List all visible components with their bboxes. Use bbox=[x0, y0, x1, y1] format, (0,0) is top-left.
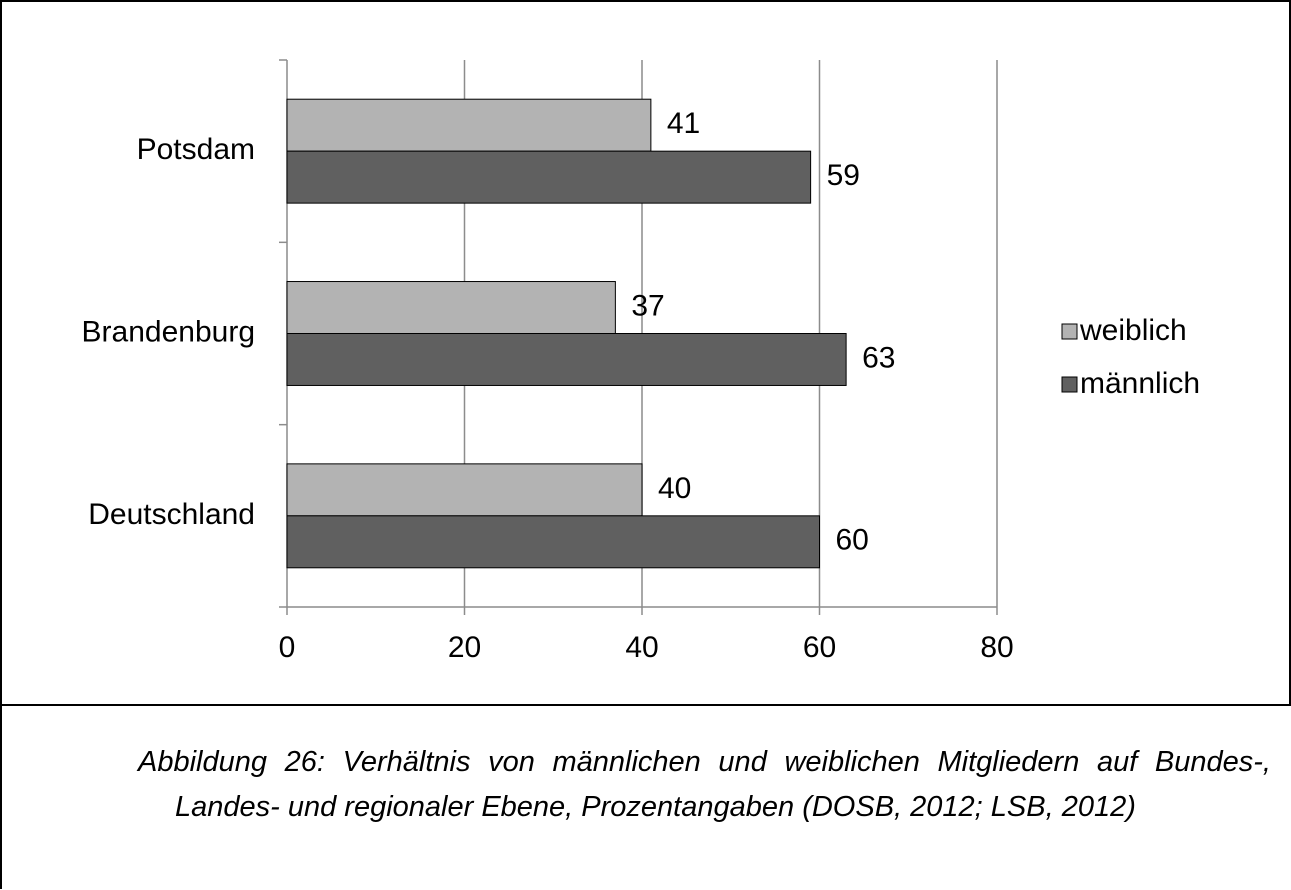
data-label: 37 bbox=[631, 289, 664, 322]
chart-frame bbox=[0, 0, 1291, 706]
legend-swatch bbox=[1061, 323, 1078, 340]
bar bbox=[286, 463, 643, 517]
x-tick-label: 20 bbox=[448, 631, 481, 664]
x-tick-label: 80 bbox=[980, 631, 1013, 664]
bar bbox=[286, 281, 616, 335]
data-label: 40 bbox=[658, 472, 691, 505]
x-tick-label: 0 bbox=[279, 631, 296, 664]
legend-label: weiblich bbox=[1079, 314, 1187, 347]
data-label: 41 bbox=[667, 107, 700, 140]
data-label: 60 bbox=[836, 524, 869, 557]
x-tick-label: 60 bbox=[803, 631, 836, 664]
legend-swatch bbox=[1061, 376, 1078, 393]
caption: Abbildung 26: Verhältnis von männlichen … bbox=[138, 746, 1271, 823]
y-tick-label: Brandenburg bbox=[82, 315, 255, 348]
x-tick-label: 40 bbox=[625, 631, 658, 664]
y-tick-label: Potsdam bbox=[137, 133, 255, 166]
bar bbox=[286, 333, 847, 386]
bar bbox=[286, 150, 812, 204]
legend-label: männlich bbox=[1080, 367, 1200, 400]
bar bbox=[286, 98, 652, 152]
data-label: 59 bbox=[827, 159, 860, 192]
y-tick-label: Deutschland bbox=[88, 498, 255, 531]
bar bbox=[286, 515, 820, 569]
data-label: 63 bbox=[862, 341, 895, 374]
